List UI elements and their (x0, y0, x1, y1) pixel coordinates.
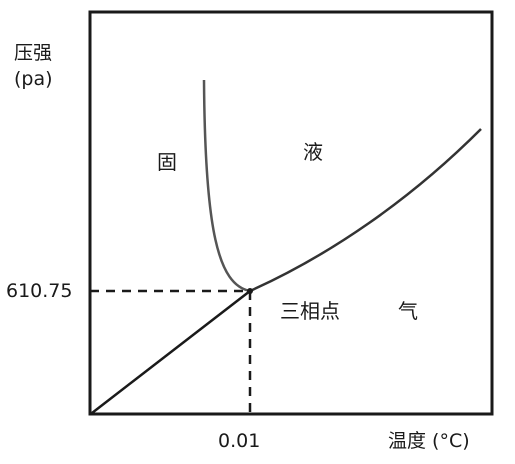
melting-curve (202, 79, 251, 293)
y-axis-label-line1: 压强 (14, 42, 53, 64)
y-axis-label-line2: (pa) (14, 68, 53, 90)
x-tick-label: 0.01 (218, 430, 261, 452)
plot-frame (88, 10, 494, 416)
region-liquid-label: 液 (303, 140, 323, 164)
x-axis-label: 温度 (°C) (388, 430, 470, 452)
region-gas-label: 气 (398, 299, 418, 323)
triple-point-marker (247, 288, 253, 294)
sublimation-curve (91, 290, 251, 414)
vaporization-curve (249, 128, 482, 293)
y-tick-label: 610.75 (6, 280, 73, 302)
region-solid-label: 固 (157, 150, 177, 174)
triple-point-label: 三相点 (280, 299, 340, 323)
